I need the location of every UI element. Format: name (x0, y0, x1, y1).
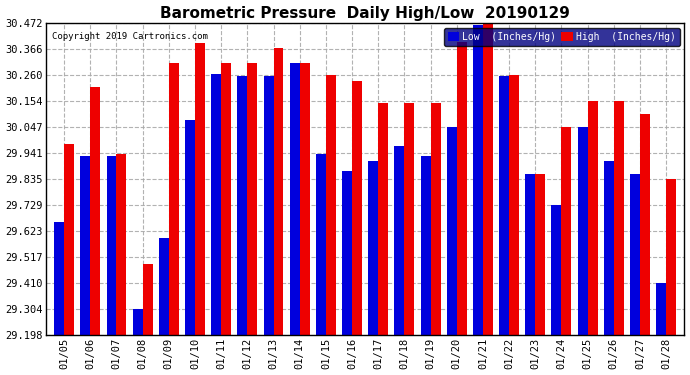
Bar (117, 153, 126, 335)
Bar (342, 171, 352, 335)
Bar (656, 284, 666, 335)
Bar (535, 174, 545, 335)
Bar (80, 156, 90, 335)
Bar (509, 75, 519, 335)
Bar (195, 43, 205, 335)
Bar (211, 74, 221, 335)
Bar (326, 75, 336, 335)
Bar (55, 222, 64, 335)
Bar (457, 42, 466, 335)
Bar (185, 120, 195, 335)
Bar (273, 48, 284, 335)
Text: Copyright 2019 Cartronics.com: Copyright 2019 Cartronics.com (52, 33, 208, 42)
Bar (237, 76, 247, 335)
Bar (604, 161, 614, 335)
Bar (421, 156, 431, 335)
Bar (499, 76, 509, 335)
Legend: Low  (Inches/Hg), High  (Inches/Hg): Low (Inches/Hg), High (Inches/Hg) (444, 28, 680, 46)
Bar (352, 81, 362, 335)
Bar (551, 205, 562, 335)
Bar (404, 103, 414, 335)
Bar (473, 25, 483, 335)
Bar (578, 126, 588, 335)
Bar (378, 103, 388, 335)
Bar (132, 309, 143, 335)
Bar (299, 63, 310, 335)
Bar (247, 63, 257, 335)
Bar (64, 144, 74, 335)
Bar (395, 146, 404, 335)
Bar (431, 103, 440, 335)
Bar (588, 101, 598, 335)
Bar (483, 23, 493, 335)
Bar (221, 63, 231, 335)
Bar (290, 63, 299, 335)
Bar (159, 238, 169, 335)
Bar (666, 179, 676, 335)
Bar (525, 174, 535, 335)
Bar (614, 101, 624, 335)
Bar (630, 174, 640, 335)
Bar (640, 114, 650, 335)
Bar (562, 126, 571, 335)
Bar (368, 161, 378, 335)
Bar (106, 156, 117, 335)
Bar (169, 63, 179, 335)
Title: Barometric Pressure  Daily High/Low  20190129: Barometric Pressure Daily High/Low 20190… (160, 6, 570, 21)
Bar (264, 76, 273, 335)
Bar (447, 126, 457, 335)
Bar (143, 264, 152, 335)
Bar (316, 153, 326, 335)
Bar (90, 87, 100, 335)
